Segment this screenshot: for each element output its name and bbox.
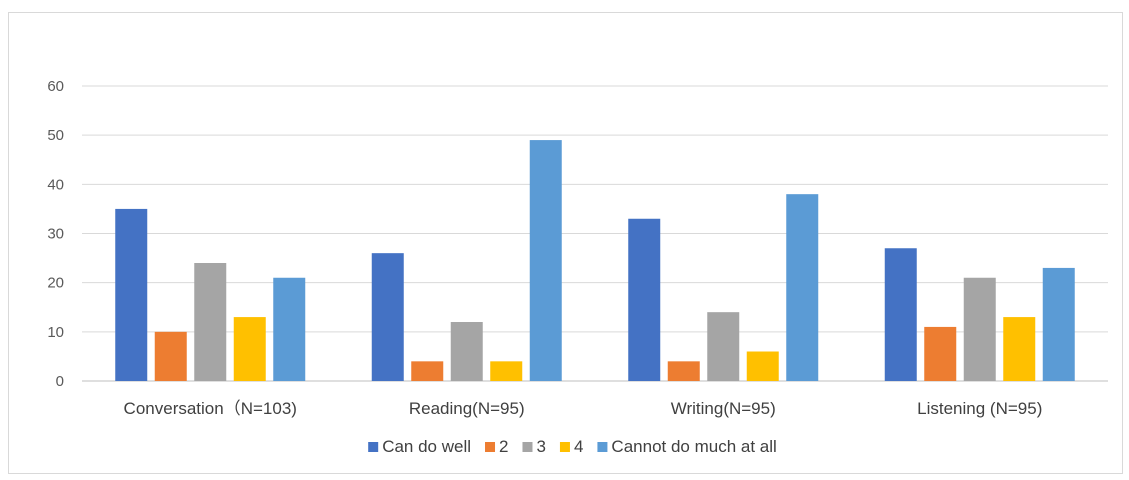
bar-3-3 [1003,317,1036,381]
legend-swatch [522,442,533,452]
chart-frame [8,12,1123,474]
y-tick-label: 60 [47,78,64,95]
y-tick-label: 40 [47,176,64,193]
bar-1-2 [450,322,483,381]
bars [115,140,1075,381]
x-axis-category-labels: Conversation（N=103) Reading(N=95) Writing(… [124,399,1043,418]
y-tick-label: 0 [56,373,64,390]
y-tick-label: 10 [47,324,64,341]
bar-3-0 [884,248,917,381]
bar-0-0 [115,208,148,381]
legend-swatch [559,442,570,452]
bar-2-0 [628,218,661,381]
legend-swatch [597,442,608,452]
legend: Can do well 2 3 4 Cannot do much at all [368,437,777,456]
bar-3-1 [924,326,957,381]
bar-2-2 [707,312,740,381]
x-category-label: Listening (N=95) [917,399,1042,418]
y-tick-label: 30 [47,226,64,243]
x-category-label: Writing(N=95) [671,399,776,418]
bar-0-2 [194,263,227,381]
legend-swatch [485,442,496,452]
bar-0-4 [273,277,306,381]
bar-1-4 [529,140,562,381]
y-tick-label: 20 [47,275,64,292]
bar-2-3 [746,351,779,381]
x-category-label: Reading(N=95) [409,399,525,418]
y-tick-label: 50 [47,127,64,144]
legend-label: Can do well [382,437,471,456]
bar-1-0 [371,253,404,381]
bar-1-3 [490,361,523,381]
bar-0-3 [233,317,266,381]
bar-3-2 [963,277,996,381]
legend-label: 3 [536,437,545,456]
legend-swatch [368,442,379,452]
legend-label: Cannot do much at all [611,437,776,456]
y-axis-tick-labels: 0 10 20 30 40 50 60 [47,78,64,390]
x-category-label: Conversation（N=103) [124,399,297,418]
bar-2-4 [786,194,819,381]
bar-0-1 [154,331,187,381]
bar-1-1 [411,361,444,381]
bar-2-1 [667,361,700,381]
bar-3-4 [1042,267,1075,381]
legend-label: 4 [574,437,583,456]
legend-label: 2 [499,437,508,456]
